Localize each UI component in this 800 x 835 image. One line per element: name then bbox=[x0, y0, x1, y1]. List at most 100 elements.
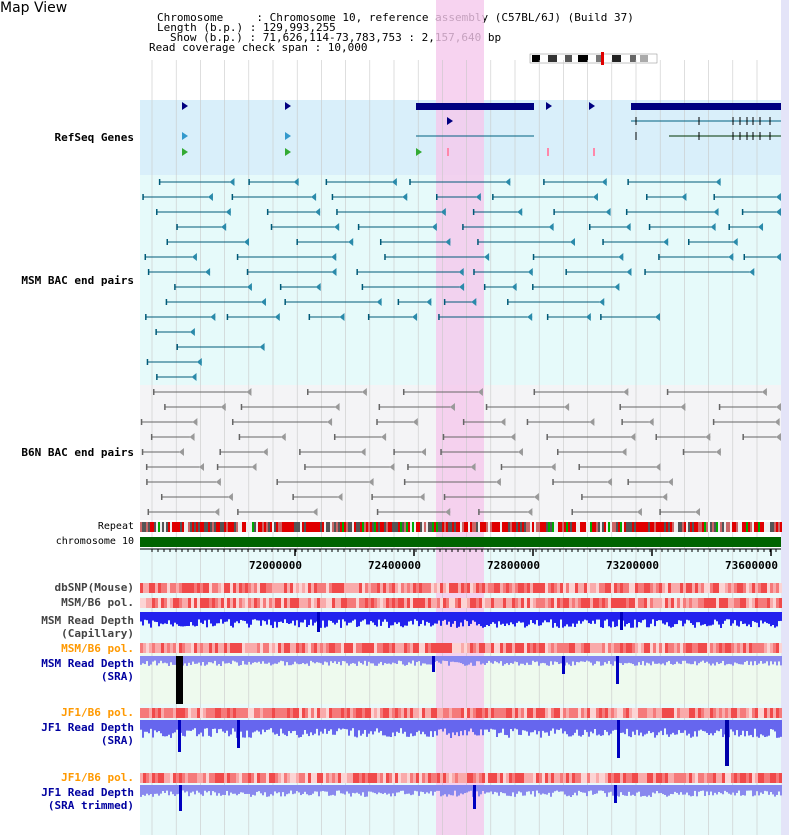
polymorphism-cell bbox=[209, 708, 212, 718]
read-depth-bar bbox=[512, 785, 514, 793]
read-depth-bar bbox=[218, 720, 220, 730]
repeat-block bbox=[510, 522, 512, 532]
polymorphism-cell bbox=[485, 583, 488, 593]
read-depth-bar bbox=[380, 785, 382, 794]
read-depth-bar bbox=[254, 612, 256, 620]
read-depth-bar bbox=[594, 612, 596, 624]
polymorphism-cell bbox=[140, 643, 143, 653]
read-depth-bar bbox=[452, 656, 454, 662]
read-depth-bar bbox=[760, 612, 762, 621]
read-depth-bar bbox=[148, 656, 150, 666]
polymorphism-cell bbox=[287, 708, 290, 718]
polymorphism-cell bbox=[497, 708, 500, 718]
read-depth-bar bbox=[520, 612, 522, 623]
read-depth-bar bbox=[184, 656, 186, 664]
read-depth-bar bbox=[510, 785, 512, 797]
read-depth-bar bbox=[428, 656, 430, 665]
repeat-block bbox=[148, 522, 150, 532]
read-depth-bar bbox=[410, 612, 412, 621]
read-depth-bar bbox=[496, 785, 498, 793]
read-depth-bar bbox=[582, 612, 584, 622]
read-depth-bar bbox=[664, 656, 666, 666]
read-depth-bar bbox=[200, 612, 202, 623]
repeat-block bbox=[534, 522, 536, 532]
read-depth-bar bbox=[312, 785, 314, 794]
read-depth-bar bbox=[488, 656, 490, 661]
read-depth-bar bbox=[486, 720, 488, 730]
polymorphism-cell bbox=[341, 773, 344, 783]
polymorphism-cell bbox=[494, 643, 497, 653]
polymorphism-cell bbox=[479, 583, 482, 593]
polymorphism-cell bbox=[716, 643, 719, 653]
read-depth-bar bbox=[468, 656, 470, 665]
read-depth-bar bbox=[406, 785, 408, 794]
polymorphism-cell bbox=[503, 598, 506, 608]
read-depth-bar bbox=[778, 612, 780, 622]
read-depth-bar bbox=[244, 656, 246, 665]
read-depth-bar bbox=[252, 656, 254, 663]
chromosome-ideogram[interactable] bbox=[529, 52, 658, 65]
jf1-sra-label: (SRA) bbox=[100, 734, 134, 747]
read-depth-bar bbox=[162, 785, 164, 792]
read-depth-bar bbox=[684, 785, 686, 795]
read-depth-bar bbox=[636, 656, 638, 666]
polymorphism-cell bbox=[344, 583, 347, 593]
repeat-block bbox=[650, 522, 652, 532]
polymorphism-cell bbox=[431, 583, 434, 593]
repeat-block bbox=[778, 522, 780, 532]
polymorphism-cell bbox=[197, 598, 200, 608]
repeat-block bbox=[248, 522, 250, 532]
read-depth-bar bbox=[234, 656, 236, 662]
polymorphism-cell bbox=[524, 598, 527, 608]
repeat-block bbox=[300, 522, 302, 532]
read-depth-bar bbox=[408, 720, 410, 737]
read-depth-bar bbox=[522, 656, 524, 664]
read-depth-bar bbox=[600, 656, 602, 666]
read-depth-bar bbox=[574, 785, 576, 793]
polymorphism-cell bbox=[587, 598, 590, 608]
polymorphism-cell bbox=[734, 643, 737, 653]
polymorphism-cell bbox=[311, 598, 314, 608]
read-depth-bar bbox=[756, 612, 758, 623]
msm-bac-arrow bbox=[570, 238, 576, 246]
read-depth-bar bbox=[734, 656, 736, 663]
polymorphism-cell bbox=[203, 643, 206, 653]
polymorphism-cell bbox=[551, 598, 554, 608]
read-depth-bar bbox=[536, 720, 538, 735]
polymorphism-cell bbox=[755, 643, 758, 653]
read-depth-bar bbox=[770, 656, 772, 662]
read-depth-bar bbox=[562, 785, 564, 792]
polymorphism-cell bbox=[464, 583, 467, 593]
read-depth-bar bbox=[684, 612, 686, 624]
read-depth-bar bbox=[650, 785, 652, 797]
polymorphism-cell bbox=[215, 583, 218, 593]
polymorphism-cell bbox=[497, 583, 500, 593]
polymorphism-cell bbox=[731, 773, 734, 783]
refseq-gene-block bbox=[416, 103, 534, 110]
polymorphism-cell bbox=[251, 708, 254, 718]
polymorphism-cell bbox=[299, 583, 302, 593]
read-depth-bar bbox=[732, 656, 734, 666]
read-depth-bar bbox=[762, 720, 764, 736]
jf1-read-depth-trimmed-label: JF1 Read Depth bbox=[41, 786, 134, 799]
refseq-gene-arrow bbox=[416, 148, 422, 156]
read-depth-bar bbox=[226, 720, 228, 731]
repeat-block bbox=[520, 522, 522, 532]
polymorphism-cell bbox=[560, 643, 563, 653]
read-depth-bar bbox=[242, 656, 244, 661]
polymorphism-cell bbox=[419, 708, 422, 718]
polymorphism-cell bbox=[224, 598, 227, 608]
read-depth-bar bbox=[434, 612, 436, 624]
read-depth-bar bbox=[310, 612, 312, 620]
polymorphism-cell bbox=[560, 583, 563, 593]
repeat-block bbox=[752, 522, 754, 532]
read-depth-bar bbox=[514, 720, 516, 729]
polymorphism-cell bbox=[617, 598, 620, 608]
read-depth-bar bbox=[640, 785, 642, 797]
read-depth-bar bbox=[736, 656, 738, 664]
read-depth-bar bbox=[738, 785, 740, 791]
read-depth-bar bbox=[360, 720, 362, 736]
read-depth-bar bbox=[346, 656, 348, 664]
polymorphism-cell bbox=[668, 708, 671, 718]
